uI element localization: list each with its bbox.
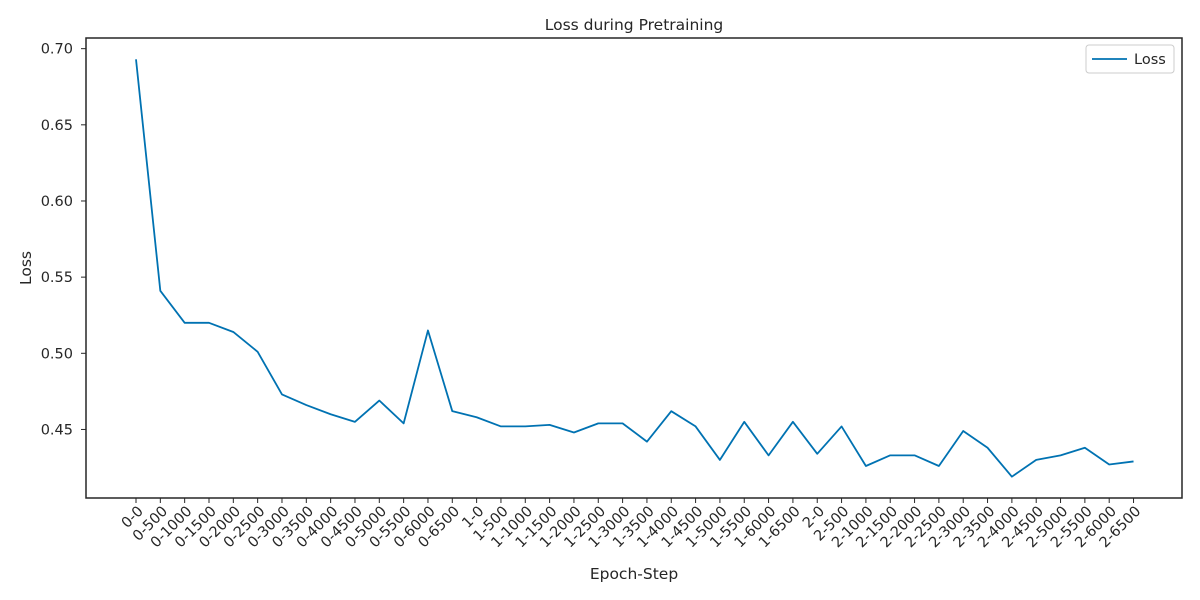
chart-title: Loss during Pretraining [545,16,724,34]
legend-label-loss: Loss [1134,52,1166,68]
y-tick-label: 0.45 [41,422,73,438]
y-tick-label: 0.60 [41,194,73,210]
legend: Loss [1085,44,1175,74]
x-axis-label: Epoch-Step [590,565,678,583]
legend-box [1085,44,1175,74]
y-axis-label: Loss [17,251,35,285]
series-line-loss [135,59,1134,478]
x-axis-ticks: 0-00-5000-10000-15000-20000-25000-30000-… [119,498,1144,551]
y-tick-label: 0.55 [41,270,73,286]
y-axis-ticks: 0.45 0.50 0.55 0.60 0.65 0.70 [41,42,86,438]
plot-frame [85,37,1183,499]
y-tick-label: 0.50 [41,346,73,362]
y-tick-label: 0.70 [41,42,73,58]
y-tick-label: 0.65 [41,118,73,134]
